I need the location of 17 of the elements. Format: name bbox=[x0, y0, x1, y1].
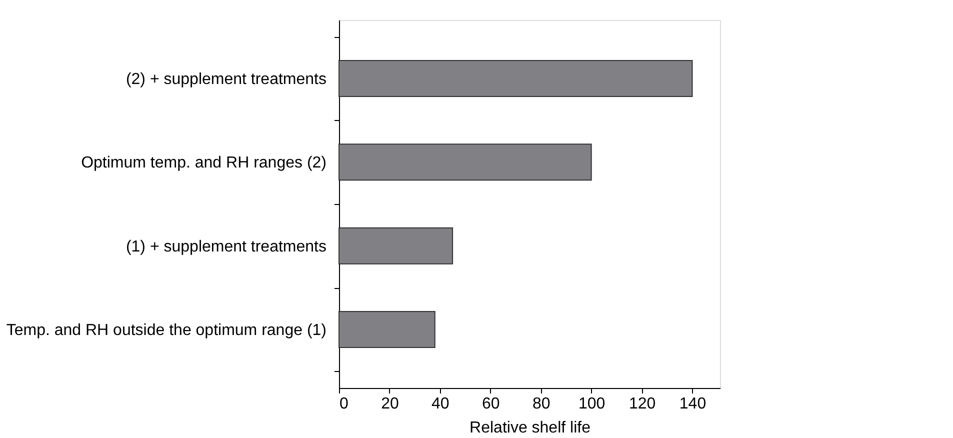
x-tick-label: 120 bbox=[628, 396, 656, 412]
bar bbox=[338, 144, 592, 181]
bar bbox=[338, 60, 693, 98]
y-tick-label: (1) + supplement treatments bbox=[126, 238, 326, 256]
x-axis-title: Relative shelf life bbox=[470, 420, 591, 436]
y-tick-label: (2) + supplement treatments bbox=[126, 71, 326, 88]
x-tick-label: 60 bbox=[482, 396, 500, 412]
y-tick-label: Temp. and RH outside the optimum range (1) bbox=[6, 322, 326, 339]
x-tick-label: 80 bbox=[532, 396, 550, 412]
x-tick-label: 140 bbox=[679, 396, 706, 412]
x-tick-label: 40 bbox=[432, 396, 450, 412]
x-tick-label: 20 bbox=[381, 396, 399, 412]
y-tick-label: Optimum temp. and RH ranges (2) bbox=[81, 154, 326, 172]
x-tick-label: 0 bbox=[340, 396, 348, 412]
x-tick-label: 100 bbox=[578, 396, 606, 412]
bar bbox=[338, 310, 436, 348]
bar bbox=[338, 227, 454, 264]
